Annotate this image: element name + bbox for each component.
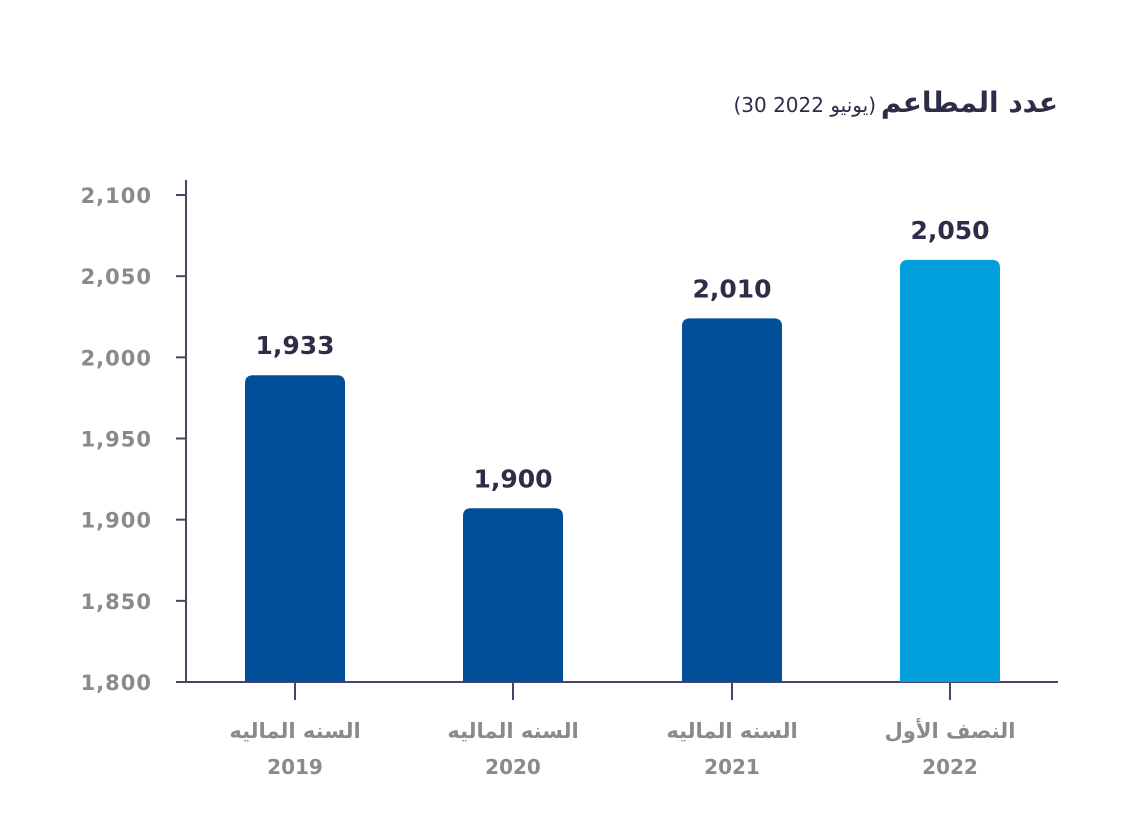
category-year-label: 2019 — [267, 755, 323, 779]
y-tick-label: 2,050 — [81, 265, 152, 289]
y-tick-label: 1,800 — [81, 671, 152, 695]
data-label: 2,050 — [910, 216, 989, 245]
y-tick-label: 1,950 — [81, 428, 152, 452]
category-year-label: 2022 — [922, 755, 978, 779]
data-label: 2,010 — [692, 274, 771, 303]
chart-title: عدد المطاعم — [881, 86, 1058, 119]
category-year-label: 2020 — [485, 755, 541, 779]
y-tick-label: 1,850 — [81, 590, 152, 614]
bar — [463, 508, 563, 682]
y-tick-label: 2,000 — [81, 346, 152, 370]
bars — [245, 259, 1000, 682]
category-labels: السنه الماليه 2019 السنه الماليه 2020 السنه … — [229, 717, 1015, 779]
category-label: السنه الماليه — [447, 719, 578, 743]
category-label: النصف الأول — [885, 717, 1016, 743]
category-label: السنه الماليه — [229, 719, 360, 743]
y-tick-label: 2,100 — [81, 184, 152, 208]
bar — [682, 318, 782, 682]
x-axis — [186, 681, 1058, 700]
data-label: 1,900 — [473, 464, 552, 493]
y-tick-label: 1,900 — [81, 509, 152, 533]
data-label: 1,933 — [255, 331, 334, 360]
y-axis: 1,800 1,850 1,900 1,950 2,000 2,050 2,100 — [81, 180, 187, 695]
data-labels: 1,933 1,900 2,010 2,050 — [255, 216, 989, 493]
category-year-label: 2021 — [704, 755, 760, 779]
bar — [900, 259, 1000, 682]
category-label: السنه الماليه — [666, 719, 797, 743]
bar — [245, 375, 345, 682]
chart-subtitle: (30 يونيو 2022) — [733, 93, 876, 117]
